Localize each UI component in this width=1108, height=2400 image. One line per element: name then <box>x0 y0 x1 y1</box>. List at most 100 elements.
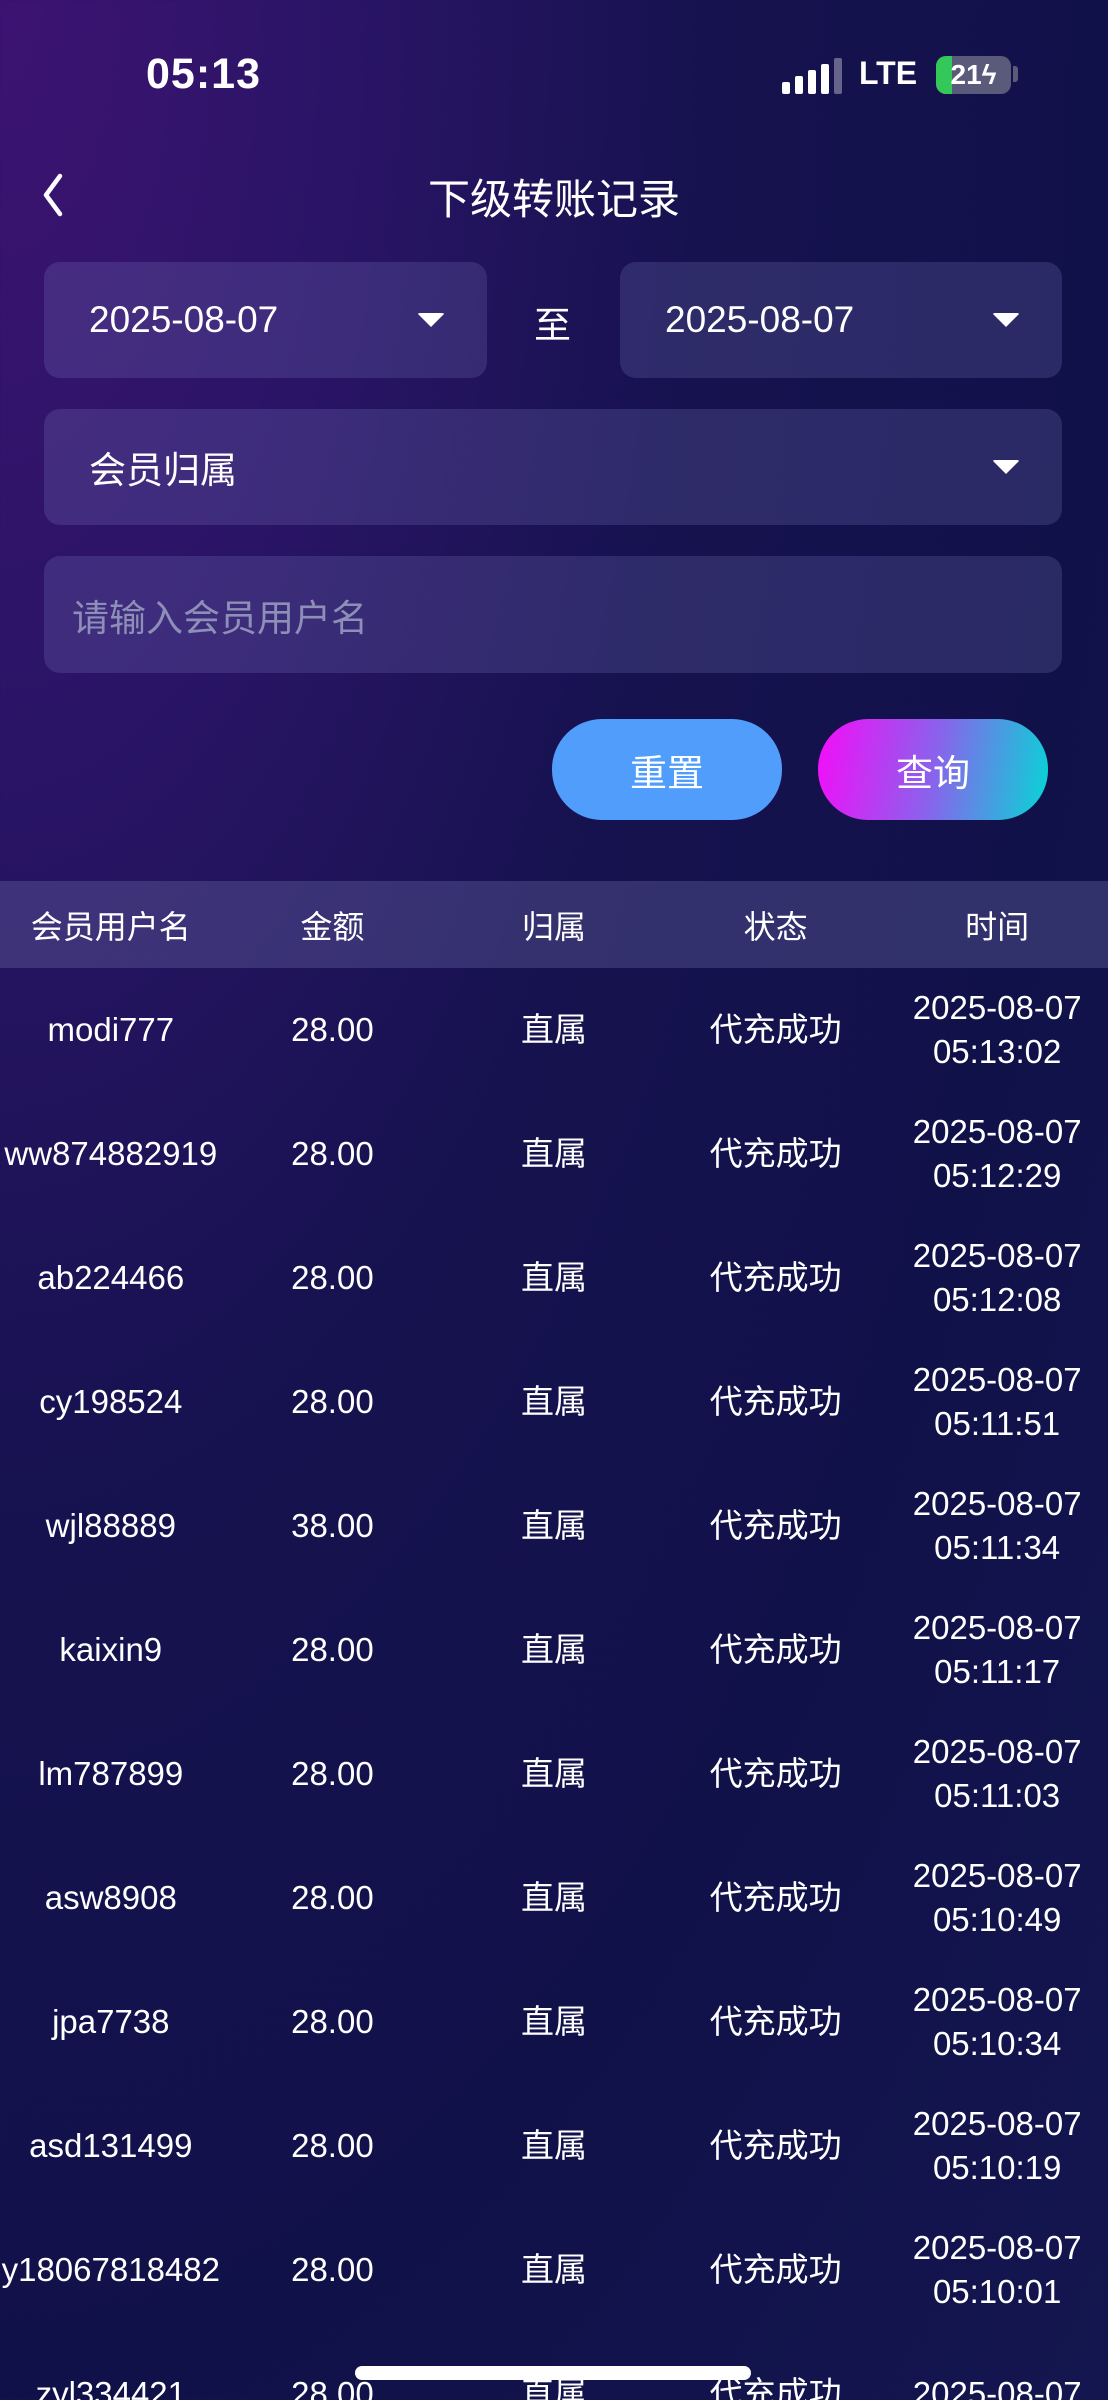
status-bar: 05:13 LTE 21 ϟ <box>0 0 1108 150</box>
cell-clock: 05:11:03 <box>934 1777 1061 1814</box>
cell-username: lm787899 <box>38 1755 184 1792</box>
back-button[interactable] <box>36 170 86 220</box>
cell-affiliation: 直属 <box>520 1259 587 1296</box>
cell-username: ww874882919 <box>4 1135 218 1172</box>
table-row: wjl88889 38.00 直属 代充成功 2025-08-07 05:11:34 <box>0 1464 1108 1588</box>
cell-username: zyl334421 <box>35 2375 187 2400</box>
cell-time: 2025-08-07 05:12:29 <box>886 1110 1108 1198</box>
cell-clock: 05:12:29 <box>932 1157 1062 1194</box>
cell-clock: 05:10:34 <box>932 2025 1062 2062</box>
home-indicator[interactable] <box>355 2366 751 2380</box>
cell-clock: 05:11:17 <box>934 1653 1061 1690</box>
cell-date: 2025-08-07 <box>912 1361 1082 1398</box>
cell-amount: 28.00 <box>291 1383 374 1420</box>
header-status: 状态 <box>743 908 808 945</box>
cell-time: 2025-08-07 05:10:49 <box>886 1854 1108 1942</box>
table-row: lm787899 28.00 直属 代充成功 2025-08-07 05:11:03 <box>0 1712 1108 1836</box>
cell-amount: 28.00 <box>291 2127 374 2164</box>
cell-time: 2025-08-07 05:10:34 <box>886 1978 1108 2066</box>
cell-clock: 05:12:08 <box>932 1281 1062 1318</box>
cell-time: 2025-08-07 05:10:01 <box>886 2226 1108 2314</box>
cell-username: cy198524 <box>39 1383 183 1420</box>
signal-icon <box>782 58 842 94</box>
date-separator: 至 <box>534 305 571 346</box>
cell-clock: 05:10:49 <box>932 1901 1062 1938</box>
cell-date: 2025-08-07 <box>912 1733 1082 1770</box>
cell-date: 2025-08-07 <box>912 989 1082 1026</box>
cell-time: 2025-08-07 05:10:19 <box>886 2102 1108 2190</box>
cell-time: 2025-08-07 05:12:08 <box>886 1234 1108 1322</box>
table-row: modi777 28.00 直属 代充成功 2025-08-07 05:13:02 <box>0 968 1108 1092</box>
cell-affiliation: 直属 <box>520 1011 587 1048</box>
caret-down-icon <box>992 460 1020 474</box>
cell-time: 2025-08-07 05:11:03 <box>886 1730 1108 1818</box>
chevron-left-icon <box>43 173 63 217</box>
cell-date: 2025-08-07 <box>912 1485 1082 1522</box>
cell-amount: 28.00 <box>291 1879 374 1916</box>
query-button[interactable]: 查询 <box>818 719 1048 820</box>
cell-username: wjl88889 <box>45 1507 176 1544</box>
table-row: ab224466 28.00 直属 代充成功 2025-08-07 05:12:08 <box>0 1216 1108 1340</box>
page-title: 下级转账记录 <box>427 176 680 223</box>
cell-username: asw8908 <box>44 1879 177 1916</box>
cell-status: 代充成功 <box>709 1879 842 1916</box>
cell-username: ab224466 <box>37 1259 185 1296</box>
cell-amount: 28.00 <box>291 1011 374 1048</box>
start-date-picker[interactable]: 2025-08-07 <box>44 262 487 378</box>
cell-amount: 28.00 <box>291 2251 374 2288</box>
cell-username: asd131499 <box>29 2127 193 2164</box>
table-row: jpa7738 28.00 直属 代充成功 2025-08-07 05:10:34 <box>0 1960 1108 2084</box>
cell-amount: 28.00 <box>291 1631 374 1668</box>
header-amount: 金额 <box>300 908 365 945</box>
caret-down-icon <box>992 313 1020 327</box>
cell-status: 代充成功 <box>709 1507 842 1544</box>
end-date-picker[interactable]: 2025-08-07 <box>620 262 1062 378</box>
cell-username: jpa7738 <box>52 2003 170 2040</box>
cell-date: 2025-08-07 <box>912 1981 1082 2018</box>
cell-time: 2025-08-07 <box>886 2372 1108 2400</box>
table-row: asd131499 28.00 直属 代充成功 2025-08-07 05:10:19 <box>0 2084 1108 2208</box>
cell-affiliation: 直属 <box>520 1879 587 1916</box>
cell-date: 2025-08-07 <box>912 1609 1082 1646</box>
table-row: y18067818482 28.00 直属 代充成功 2025-08-07 05:10:0… <box>0 2208 1108 2332</box>
cell-amount: 38.00 <box>291 1507 374 1544</box>
cell-date: 2025-08-07 <box>912 1857 1082 1894</box>
cell-date: 2025-08-07 <box>912 2105 1082 2142</box>
header-time: 时间 <box>965 908 1030 945</box>
reset-button[interactable]: 重置 <box>552 719 782 820</box>
table-row: kaixin9 28.00 直属 代充成功 2025-08-07 05:11:17 <box>0 1588 1108 1712</box>
table-row: asw8908 28.00 直属 代充成功 2025-08-07 05:10:49 <box>0 1836 1108 1960</box>
cell-affiliation: 直属 <box>520 2251 587 2288</box>
battery-level: 21 <box>950 59 982 90</box>
cell-affiliation: 直属 <box>520 1631 587 1668</box>
cell-affiliation: 直属 <box>520 1135 587 1172</box>
cell-time: 2025-08-07 05:11:34 <box>886 1482 1108 1570</box>
caret-down-icon <box>417 313 445 327</box>
status-time: 05:13 <box>146 50 261 98</box>
cell-amount: 28.00 <box>291 1259 374 1296</box>
cell-amount: 28.00 <box>291 1135 374 1172</box>
cell-status: 代充成功 <box>709 1135 842 1172</box>
affiliation-select[interactable]: 会员归属 <box>44 409 1062 525</box>
cell-date: 2025-08-07 <box>912 2229 1082 2266</box>
end-date-value: 2025-08-07 <box>665 299 855 340</box>
cell-affiliation: 直属 <box>520 2127 587 2164</box>
cell-affiliation: 直属 <box>520 2003 587 2040</box>
cell-date: 2025-08-07 <box>912 2375 1082 2400</box>
username-placeholder: 请输入会员用户名 <box>72 597 368 639</box>
battery-tip <box>1013 66 1018 82</box>
cell-username: modi777 <box>47 1011 175 1048</box>
cell-date: 2025-08-07 <box>912 1237 1082 1274</box>
cell-username: y18067818482 <box>1 2251 220 2288</box>
username-input[interactable]: 请输入会员用户名 <box>44 556 1062 673</box>
cell-status: 代充成功 <box>709 2003 842 2040</box>
header-affiliation: 归属 <box>521 908 586 945</box>
cell-affiliation: 直属 <box>520 1383 587 1420</box>
cell-date: 2025-08-07 <box>912 1113 1082 1150</box>
cell-time: 2025-08-07 05:13:02 <box>886 986 1108 1074</box>
cell-affiliation: 直属 <box>520 1755 587 1792</box>
table-header: 会员用户名 金额 归属 状态 时间 <box>0 881 1108 968</box>
header-username: 会员用户名 <box>30 908 191 945</box>
cell-status: 代充成功 <box>709 1631 842 1668</box>
table-row: cy198524 28.00 直属 代充成功 2025-08-07 05:11:51 <box>0 1340 1108 1464</box>
